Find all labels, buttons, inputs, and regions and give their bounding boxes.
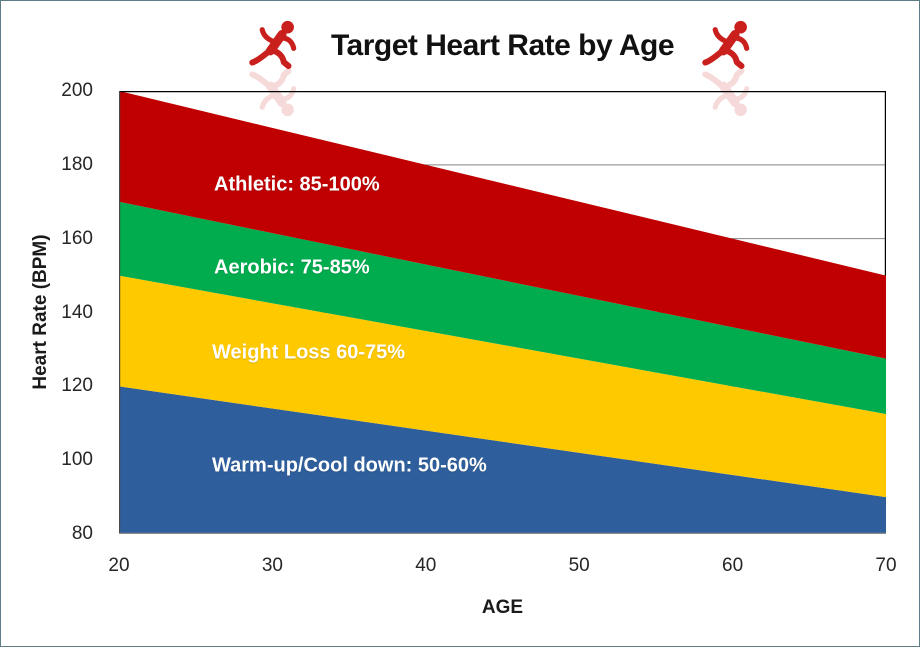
x-axis-title: AGE (481, 597, 524, 618)
zone-label-warmup: Warm-up/Cool down: 50-60% (212, 454, 487, 477)
y-axis-tick-labels: 200 180 160 140 120 100 80 (1, 80, 106, 544)
x-tick-label-50: 50 (568, 555, 590, 576)
y-tick-label-200: 200 (61, 80, 93, 101)
y-tick-label-140: 140 (61, 301, 93, 323)
band-athletic (119, 91, 886, 359)
x-tick-label-70: 70 (875, 555, 897, 576)
y-tick-label-120: 120 (61, 375, 93, 397)
band-warmup (119, 386, 886, 534)
chart-header: Target Heart Rate by Age (119, 11, 886, 117)
x-tick-label-30: 30 (261, 555, 283, 576)
y-tick-label-180: 180 (61, 153, 93, 175)
runner-icon-right (700, 19, 758, 117)
zone-label-aerobic: Aerobic: 75-85% (214, 256, 370, 279)
plot-area: Athletic: 85-100% Aerobic: 75-85% Weight… (119, 91, 886, 534)
zone-label-athletic: Athletic: 85-100% (214, 173, 380, 196)
zone-label-weight-loss: Weight Loss 60-75% (212, 341, 406, 364)
y-tick-label-160: 160 (61, 227, 93, 249)
band-aerobic (119, 201, 886, 415)
chart-title: Target Heart Rate by Age (330, 29, 675, 62)
band-weightloss (119, 275, 886, 498)
x-tick-label-20: 20 (108, 555, 130, 576)
y-tick-label-80: 80 (71, 523, 93, 544)
stacked-area-chart (119, 91, 886, 534)
y-tick-label-100: 100 (61, 449, 93, 471)
runner-icon-left (247, 19, 305, 117)
x-axis-tick-labels: 20 30 40 50 60 70 (108, 534, 896, 582)
x-tick-label-40: 40 (415, 555, 437, 576)
x-tick-label-60: 60 (722, 555, 744, 576)
